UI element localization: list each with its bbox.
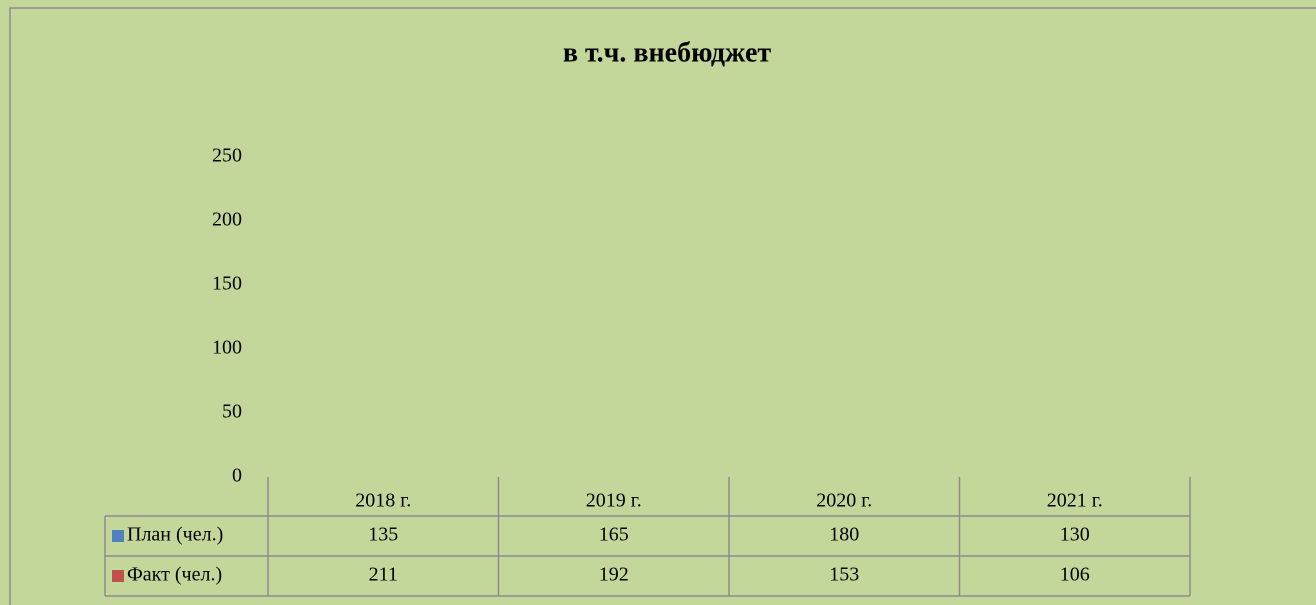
y-tick-label: 200 (212, 209, 242, 231)
chart-area (9, 7, 1316, 605)
y-tick-label: 250 (212, 145, 242, 167)
y-tick-label: 50 (222, 401, 242, 423)
table-value: 106 (1060, 564, 1090, 586)
y-tick-label: 0 (232, 465, 242, 487)
x-tick-label: 2018 г. (355, 490, 411, 512)
x-tick-label: 2020 г. (816, 490, 872, 512)
table-value: 180 (829, 524, 859, 546)
table-value: 211 (369, 564, 398, 586)
y-tick-label: 150 (212, 273, 242, 295)
table-value: 192 (599, 564, 629, 586)
legend-label: План (чел.) (127, 524, 223, 546)
table-value: 130 (1060, 524, 1090, 546)
y-tick-label: 100 (212, 337, 242, 359)
legend-swatch (112, 570, 124, 582)
legend-label: Факт (чел.) (127, 564, 222, 586)
x-tick-label: 2019 г. (586, 490, 642, 512)
x-tick-label: 2021 г. (1047, 490, 1103, 512)
table-value: 135 (368, 524, 398, 546)
table-value: 165 (599, 524, 629, 546)
table-value: 153 (829, 564, 859, 586)
chart-title: в т.ч. внебюджет (563, 37, 772, 68)
legend-swatch (112, 530, 124, 542)
